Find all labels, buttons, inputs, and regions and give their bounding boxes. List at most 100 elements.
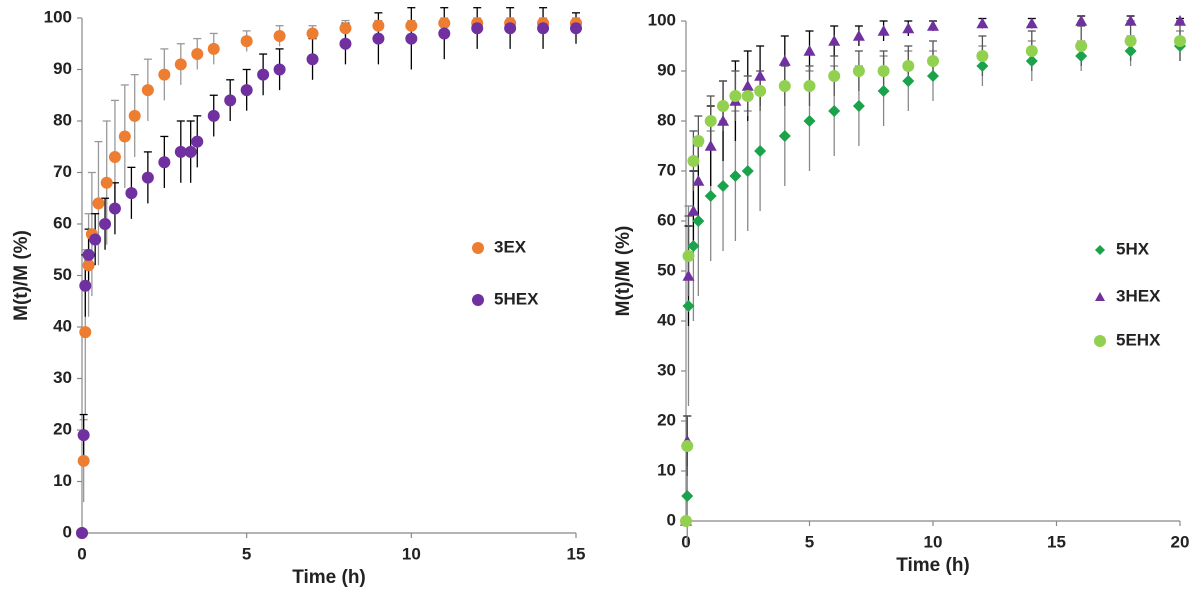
- data-point: [902, 22, 915, 34]
- data-point: [570, 22, 582, 35]
- x-tick-label: 5: [805, 532, 814, 551]
- data-point: [273, 63, 286, 76]
- data-point: [754, 145, 767, 157]
- data-point: [77, 429, 90, 442]
- legend-marker: [1095, 292, 1105, 301]
- data-point: [1174, 15, 1186, 26]
- x-tick-label: 0: [681, 532, 690, 551]
- y-tick-label: 50: [657, 260, 676, 279]
- data-point: [778, 55, 791, 66]
- data-point: [682, 270, 695, 281]
- data-point: [174, 58, 187, 71]
- y-tick-label: 80: [53, 110, 72, 129]
- data-point: [438, 17, 451, 30]
- y-tick-label: 0: [63, 522, 72, 541]
- data-point: [852, 65, 865, 77]
- data-point: [741, 80, 754, 91]
- data-point: [1075, 40, 1088, 52]
- data-point: [372, 32, 385, 45]
- data-point: [852, 30, 865, 41]
- y-tick-label: 50: [53, 265, 72, 284]
- data-point: [306, 53, 319, 66]
- data-point: [273, 30, 286, 43]
- data-point: [681, 490, 694, 502]
- legend-marker: [472, 294, 484, 306]
- data-point: [927, 70, 939, 82]
- data-point: [704, 190, 717, 202]
- legend-label: 5HEX: [494, 289, 539, 308]
- data-point: [339, 22, 352, 35]
- data-point: [125, 187, 138, 200]
- y-axis-label: M(t)/M (%): [11, 230, 32, 321]
- data-point: [191, 48, 204, 61]
- data-point: [680, 515, 692, 527]
- y-axis-label: M(t)/M (%): [613, 226, 634, 317]
- x-tick-label: 15: [1047, 532, 1066, 551]
- data-point: [108, 151, 121, 164]
- data-point: [158, 156, 171, 169]
- data-point: [108, 202, 121, 215]
- x-tick-label: 10: [924, 532, 943, 551]
- data-point: [372, 19, 385, 32]
- data-point: [1075, 50, 1088, 62]
- legend-label: 5HX: [1116, 239, 1150, 258]
- legend-marker: [472, 242, 484, 254]
- data-point: [141, 84, 154, 97]
- data-point: [902, 60, 915, 72]
- y-tick-label: 70: [53, 162, 72, 181]
- y-tick-label: 70: [657, 160, 676, 179]
- data-point: [1124, 35, 1137, 47]
- legend-marker: [1094, 335, 1106, 347]
- y-tick-label: 100: [648, 10, 676, 29]
- data-point: [877, 85, 890, 97]
- data-point: [537, 22, 550, 35]
- data-point: [976, 50, 989, 62]
- data-point: [184, 145, 197, 158]
- data-point: [729, 90, 742, 102]
- data-point: [828, 105, 841, 117]
- data-point: [306, 27, 319, 40]
- data-point: [976, 60, 989, 72]
- data-point: [82, 248, 95, 261]
- data-point: [79, 279, 92, 292]
- y-tick-label: 40: [657, 310, 676, 329]
- data-point: [682, 250, 695, 262]
- y-tick-label: 40: [53, 316, 72, 335]
- data-point: [79, 326, 92, 339]
- data-point: [778, 130, 791, 142]
- data-point: [1124, 45, 1137, 57]
- data-point: [717, 180, 730, 192]
- data-point: [438, 27, 451, 40]
- data-point: [717, 100, 730, 112]
- data-point: [877, 25, 890, 36]
- data-point: [141, 171, 154, 184]
- y-tick-label: 10: [657, 460, 676, 479]
- y-tick-label: 0: [667, 510, 676, 529]
- data-point: [89, 233, 102, 246]
- data-point: [504, 22, 517, 35]
- data-point: [902, 75, 915, 87]
- data-point: [729, 170, 742, 182]
- data-point: [717, 115, 730, 126]
- data-point: [191, 135, 204, 148]
- data-point: [174, 145, 187, 158]
- y-tick-label: 20: [53, 419, 72, 438]
- x-tick-label: 5: [242, 544, 251, 563]
- x-tick-label: 10: [402, 544, 421, 563]
- data-point: [405, 32, 418, 45]
- data-point: [99, 218, 112, 230]
- data-point: [82, 259, 95, 272]
- data-point: [704, 140, 717, 151]
- data-point: [692, 215, 705, 227]
- data-point: [803, 45, 816, 56]
- data-point: [828, 70, 841, 82]
- data-point: [687, 240, 700, 252]
- data-point: [803, 80, 816, 92]
- data-point: [692, 135, 705, 147]
- data-point: [1025, 17, 1038, 29]
- data-point: [976, 17, 989, 29]
- data-point: [118, 130, 131, 143]
- y-tick-label: 100: [44, 7, 72, 26]
- data-point: [471, 22, 484, 35]
- data-point: [778, 80, 791, 92]
